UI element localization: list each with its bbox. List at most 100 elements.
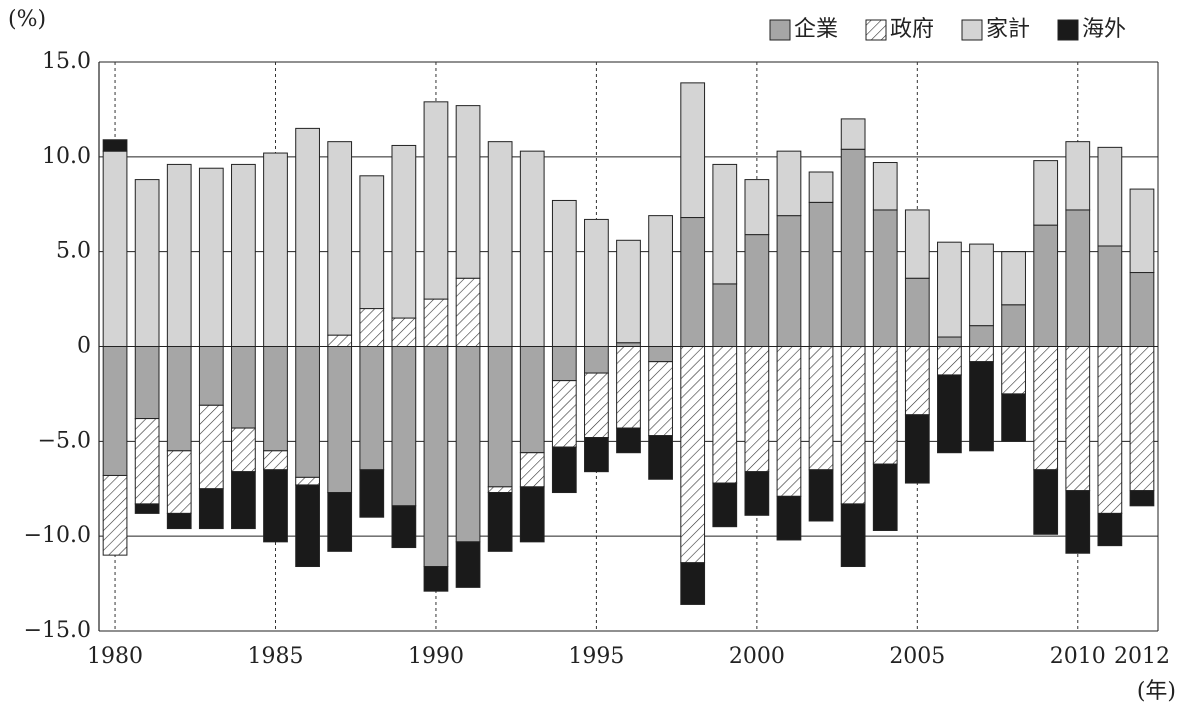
bar-segment [519, 150, 545, 347]
x-tick-label: 1985 [248, 644, 304, 669]
x-tick-label: 2010 [1050, 644, 1106, 669]
legend-swatch [961, 19, 983, 41]
bar-segment [744, 179, 770, 236]
bar-segment [295, 127, 320, 347]
y-tick-label: −15.0 [24, 618, 91, 643]
bar-segment [166, 346, 192, 452]
bar-segment [391, 317, 417, 347]
bar-segment [359, 469, 385, 518]
bar-segment [1033, 224, 1059, 347]
bar-segment [519, 452, 545, 488]
legend-swatch [1057, 19, 1079, 41]
legend-label: 企業 [794, 17, 838, 42]
bar-segment [487, 346, 513, 488]
bar-segment [904, 346, 930, 416]
bar-segment [263, 152, 288, 347]
bar-segment [904, 209, 930, 279]
bar-segment [102, 139, 128, 152]
bar-segment [455, 105, 481, 279]
bar-segment [808, 201, 834, 347]
bar-segment [455, 277, 481, 347]
bar-segment [616, 346, 641, 429]
bar-segment [680, 82, 706, 219]
bar-segment [680, 562, 706, 605]
bar-segment [1097, 146, 1123, 247]
bar-segment [872, 209, 898, 347]
bar-segment [776, 150, 802, 217]
bar-segment [231, 163, 256, 347]
x-tick-label: 2012 [1114, 644, 1170, 669]
bar-segment [712, 283, 738, 348]
bar-segment [937, 346, 962, 376]
y-tick-label: 5.0 [56, 239, 91, 264]
bar-segment [166, 512, 192, 530]
bar-segment [584, 437, 609, 473]
bar-segment [904, 414, 930, 484]
bar-segment [1001, 346, 1026, 395]
bar-segment [840, 503, 866, 568]
bar-segment [487, 141, 513, 347]
bar-segment [712, 346, 738, 484]
bar-segment [263, 346, 288, 452]
bar-segment [1001, 393, 1026, 442]
legend-label: 家計 [986, 17, 1030, 42]
bar-segment [134, 503, 160, 514]
bar-segment [198, 404, 224, 490]
bar-segment [616, 239, 641, 344]
bar-segment [872, 162, 898, 211]
bar-segment [102, 474, 128, 556]
bar-segment [263, 469, 288, 543]
bar-segment [969, 325, 994, 347]
bar-segment [584, 218, 609, 348]
bar-segment [680, 346, 706, 564]
bar-segment [166, 450, 192, 514]
y-tick-label: −5.0 [38, 428, 91, 453]
bar-segment [231, 346, 256, 429]
bar-segment [423, 346, 449, 568]
bar-segment [937, 241, 962, 338]
bar-segment [455, 541, 481, 588]
bar-segment [134, 346, 160, 420]
bar-segment [295, 346, 320, 478]
bar-segment [584, 372, 609, 439]
x-unit-label: (年) [1137, 679, 1176, 704]
bar-segment [1065, 490, 1091, 554]
bar-segment [937, 374, 962, 454]
bar-segment [1097, 245, 1123, 347]
bar-segment [808, 346, 834, 471]
bar-segment [263, 450, 288, 471]
bar-segment [1033, 160, 1059, 226]
y-unit-label: (%) [8, 7, 46, 32]
bar-segment [327, 334, 353, 347]
bar-segment [295, 476, 320, 486]
bar-segment [808, 469, 834, 522]
bar-segment [616, 427, 641, 454]
y-tick-label: 15.0 [42, 49, 91, 74]
x-tick-label: 1980 [87, 644, 143, 669]
bar-segment [1097, 512, 1123, 547]
bar-segment [391, 505, 417, 549]
bar-segment [102, 346, 128, 476]
bar-segment [359, 175, 385, 310]
bar-segment [455, 346, 481, 543]
bar-segment [166, 163, 192, 347]
x-tick-label: 2000 [729, 644, 785, 669]
bar-segment [744, 234, 770, 347]
bar-segment [327, 141, 353, 336]
bar-segment [423, 101, 449, 300]
bar-segment [904, 277, 930, 347]
bar-segment [327, 492, 353, 552]
bar-segment [1129, 188, 1155, 274]
bar-segment [872, 463, 898, 531]
bar-segment [648, 435, 673, 480]
y-tick-label: −10.0 [24, 523, 91, 548]
bar-segment [551, 380, 577, 448]
bar-segment [648, 346, 673, 363]
bar-segment [198, 346, 224, 406]
bar-segment [134, 418, 160, 505]
legend-label: 海外 [1082, 17, 1126, 42]
bar-segment [1097, 346, 1123, 514]
bar-segment [1001, 251, 1026, 306]
x-tick-label: 1995 [568, 644, 624, 669]
bar-segment [1129, 272, 1155, 347]
